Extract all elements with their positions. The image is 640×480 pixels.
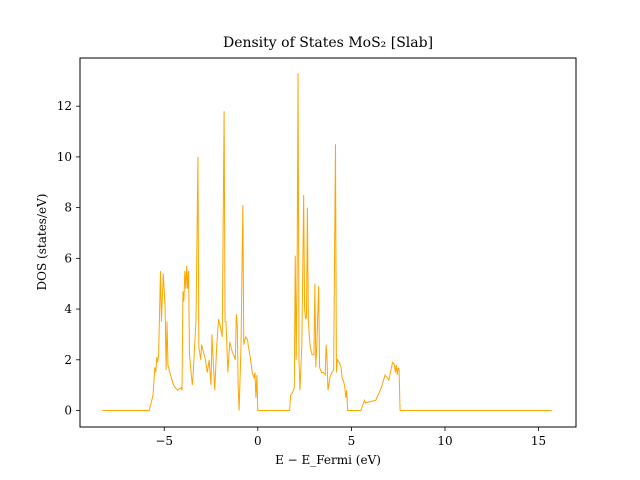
x-tick-label: 5 bbox=[348, 434, 356, 448]
y-tick-label: 12 bbox=[57, 99, 72, 113]
x-tick-label: 10 bbox=[437, 434, 452, 448]
y-axis-label: DOS (states/eV) bbox=[35, 194, 49, 291]
y-tick-label: 6 bbox=[64, 251, 72, 265]
chart-title: Density of States MoS₂ [Slab] bbox=[223, 35, 433, 51]
plot-area bbox=[102, 73, 552, 412]
y-tick-label: 0 bbox=[64, 404, 72, 418]
y-axis: 0 2 4 6 8 10 12 bbox=[57, 99, 80, 418]
y-tick-label: 2 bbox=[64, 353, 72, 367]
x-tick-label: 15 bbox=[531, 434, 546, 448]
dos-series-line bbox=[102, 73, 552, 412]
plot-frame bbox=[79, 57, 577, 428]
x-axis-label: E − E_Fermi (eV) bbox=[275, 453, 381, 467]
y-tick-label: 4 bbox=[64, 302, 72, 316]
y-tick-label: 8 bbox=[64, 201, 72, 215]
x-tick-label: 0 bbox=[254, 434, 262, 448]
x-tick-label: −5 bbox=[155, 434, 173, 448]
y-tick-label: 10 bbox=[57, 150, 72, 164]
x-axis: −5 0 5 10 15 bbox=[155, 427, 546, 448]
